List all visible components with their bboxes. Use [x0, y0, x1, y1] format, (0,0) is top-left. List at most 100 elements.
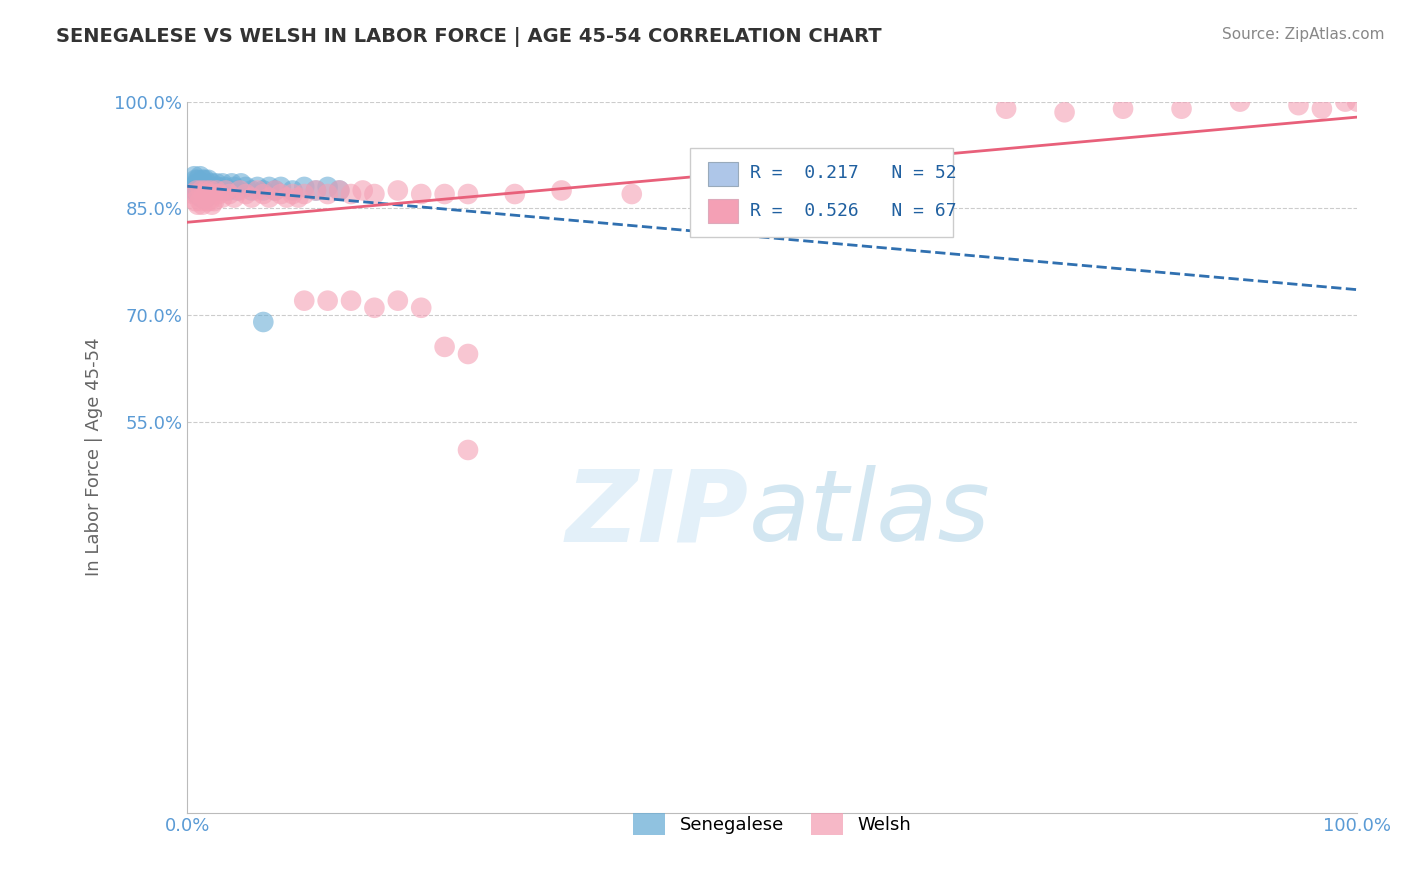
Point [229, 177, 252, 191]
Point [195, 191, 218, 205]
Point [188, 169, 211, 184]
Point [195, 194, 218, 208]
Point [1170, 102, 1192, 116]
Point [193, 187, 215, 202]
Point [995, 102, 1018, 116]
Text: SENEGALESE VS WELSH IN LABOR FORCE | AGE 45-54 CORRELATION CHART: SENEGALESE VS WELSH IN LABOR FORCE | AGE… [56, 27, 882, 46]
Point [205, 184, 228, 198]
Point [186, 184, 208, 198]
Point [235, 180, 257, 194]
Point [214, 180, 236, 194]
Point [198, 180, 221, 194]
Point [240, 191, 263, 205]
Point [305, 184, 328, 198]
Point [193, 187, 215, 202]
FancyBboxPatch shape [707, 199, 738, 223]
Point [292, 180, 315, 194]
Legend: Senegalese, Welsh: Senegalese, Welsh [626, 806, 920, 843]
Point [620, 187, 643, 202]
Point [198, 194, 221, 208]
Point [222, 191, 245, 205]
Point [218, 187, 240, 202]
Point [292, 293, 315, 308]
Point [205, 177, 228, 191]
Point [181, 180, 204, 194]
Point [208, 184, 231, 198]
Point [316, 187, 339, 202]
Point [270, 180, 292, 194]
Point [387, 184, 409, 198]
Point [186, 177, 208, 191]
Point [1112, 102, 1135, 116]
Text: ZIP: ZIP [565, 466, 749, 563]
Point [183, 169, 205, 184]
Point [208, 187, 231, 202]
Point [188, 177, 211, 191]
Point [281, 184, 304, 198]
Point [184, 194, 207, 208]
Point [184, 173, 207, 187]
Text: atlas: atlas [749, 466, 990, 563]
Point [292, 187, 315, 202]
Point [207, 180, 229, 194]
Point [226, 184, 249, 198]
Point [217, 184, 239, 198]
Point [191, 197, 214, 211]
Point [187, 197, 209, 211]
Point [240, 184, 263, 198]
FancyBboxPatch shape [690, 148, 953, 236]
Point [457, 187, 479, 202]
Point [305, 184, 328, 198]
Point [197, 173, 219, 187]
Point [457, 442, 479, 457]
Point [328, 184, 350, 198]
Point [252, 315, 274, 329]
Point [264, 184, 287, 198]
Point [193, 177, 215, 191]
Point [457, 347, 479, 361]
Point [363, 187, 385, 202]
Point [264, 184, 287, 198]
Point [1288, 98, 1310, 112]
Point [190, 180, 212, 194]
Point [194, 184, 217, 198]
Point [191, 184, 214, 198]
Point [1310, 102, 1333, 116]
Point [195, 184, 218, 198]
Point [316, 293, 339, 308]
Point [188, 184, 211, 198]
Point [181, 187, 204, 202]
Point [184, 184, 207, 198]
Point [201, 177, 224, 191]
Text: Source: ZipAtlas.com: Source: ZipAtlas.com [1222, 27, 1385, 42]
Point [252, 187, 274, 202]
Point [550, 184, 572, 198]
Point [246, 180, 269, 194]
Point [186, 187, 208, 202]
Point [200, 184, 222, 198]
Point [187, 173, 209, 187]
Point [187, 184, 209, 198]
Point [195, 180, 218, 194]
FancyBboxPatch shape [707, 161, 738, 186]
Point [287, 191, 309, 205]
Point [194, 191, 217, 205]
Point [222, 180, 245, 194]
Point [190, 191, 212, 205]
Point [433, 187, 456, 202]
Point [201, 187, 224, 202]
Point [1229, 95, 1251, 109]
Point [387, 293, 409, 308]
Point [191, 173, 214, 187]
Point [194, 173, 217, 187]
Point [200, 184, 222, 198]
Point [270, 187, 292, 202]
Point [246, 184, 269, 198]
Point [503, 187, 526, 202]
Point [202, 184, 225, 198]
Point [229, 184, 252, 198]
Point [197, 187, 219, 202]
Point [340, 187, 363, 202]
Y-axis label: In Labor Force | Age 45-54: In Labor Force | Age 45-54 [86, 338, 103, 576]
Text: R =  0.217   N = 52: R = 0.217 N = 52 [749, 164, 956, 183]
